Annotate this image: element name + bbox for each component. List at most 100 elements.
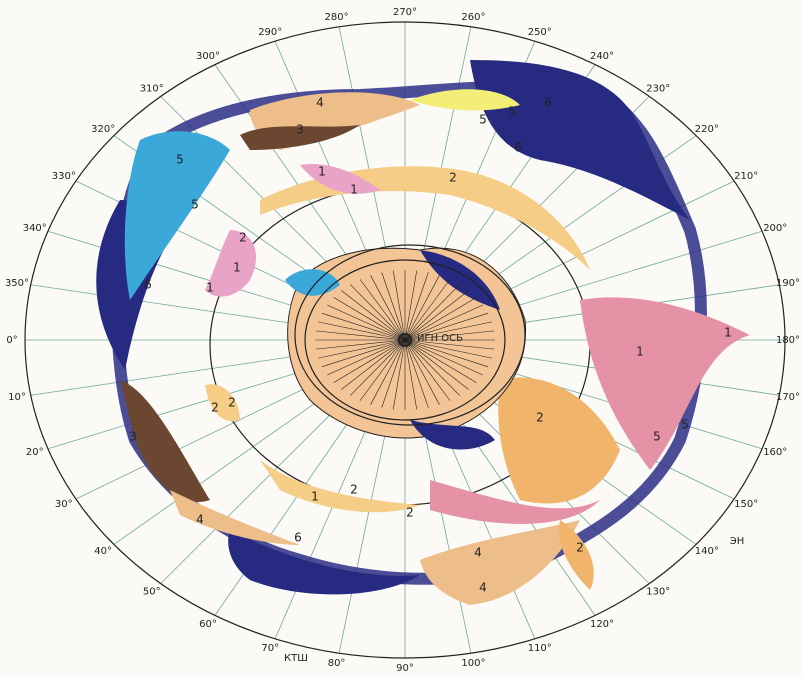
region-1-bottom (430, 480, 600, 524)
region-1-inner-left (205, 230, 257, 297)
center-spoke (318, 321, 406, 341)
center-label: ИГН ОСЬ (417, 333, 463, 344)
region-label: 4 (316, 96, 324, 110)
region-label: 5 (681, 418, 689, 432)
angle-label: 250° (528, 27, 552, 38)
region-label: 2 (239, 231, 247, 245)
angle-label: 0° (6, 335, 17, 346)
region-label: 1 (724, 326, 732, 340)
angle-label: 280° (325, 12, 349, 23)
angle-label: 160° (763, 447, 787, 458)
angle-label: 340° (23, 223, 47, 234)
center-spoke (404, 339, 461, 396)
center-spoke (404, 312, 489, 341)
center-spoke (315, 339, 406, 350)
region-label: 1 (206, 281, 214, 295)
region-label: 6 (544, 96, 552, 110)
center-spoke (333, 339, 406, 383)
region-3-left (120, 380, 210, 502)
region-2-bottom-right (559, 520, 594, 590)
angle-label: 310° (140, 84, 164, 95)
region-5-top-yellow (410, 89, 520, 111)
angle-label: 180° (776, 335, 800, 346)
angle-label: 100° (461, 658, 485, 669)
region-label: 4 (196, 513, 204, 527)
center-spoke (321, 312, 406, 341)
center-spoke (349, 284, 406, 341)
center-blue (285, 269, 340, 296)
center-spoke (381, 339, 406, 408)
angle-label: 210° (734, 171, 758, 182)
center-spoke (404, 270, 418, 341)
region-label: 1 (318, 165, 326, 179)
angle-label: 300° (196, 51, 220, 62)
region-label: 3 (129, 430, 137, 444)
center-spoke (359, 339, 406, 401)
center-spoke (404, 284, 461, 341)
angle-labels: 0°10°20°30°40°50°60°70°80° 90° 100°110°120… (5, 7, 800, 674)
region-1-inner-top (300, 164, 380, 194)
region-1-right (580, 297, 750, 470)
inner-ring (304, 259, 506, 421)
region-label: 2 (576, 541, 584, 555)
center-spoke (404, 339, 440, 405)
region-label: 2 (406, 506, 414, 520)
center-spoke (404, 321, 492, 341)
region-6-top (470, 60, 690, 220)
angle-label: 350° (5, 278, 29, 289)
region-2-right (498, 377, 620, 504)
center-spoke (392, 339, 406, 410)
center-spoke (404, 272, 429, 341)
center-spoke (404, 339, 492, 359)
center-spoke (318, 339, 406, 359)
region-label: 1 (636, 345, 644, 359)
center-spoke (404, 339, 418, 410)
center-spoke (404, 339, 484, 376)
center-spoke (404, 330, 495, 341)
region-4-left (170, 490, 300, 545)
region-2-inner-bottom (260, 460, 420, 513)
center-spoke (341, 290, 406, 341)
angle-label: 260° (461, 12, 485, 23)
angle-label: 170° (776, 392, 800, 403)
region-label: 3 (296, 123, 304, 137)
center-spoke (326, 339, 406, 376)
center-spoke (404, 279, 451, 341)
angle-label: 140° (695, 546, 719, 557)
region-label: 1 (311, 490, 319, 504)
center-spoke (404, 304, 484, 341)
center-spoke (321, 339, 406, 368)
region-label: 1 (233, 261, 241, 275)
angle-label: 190° (776, 278, 800, 289)
angle-label: 240° (590, 51, 614, 62)
center-spoke (392, 270, 406, 341)
region-label: 5 (508, 105, 516, 119)
region-label: 4 (479, 581, 487, 595)
angle-label: 270° (393, 7, 417, 18)
region-label: 2 (350, 483, 358, 497)
region-label: 2 (228, 396, 236, 410)
center-spoke (404, 297, 477, 341)
center-spoke (381, 272, 406, 341)
region-label: 4 (474, 546, 482, 560)
region-label: 5 (653, 430, 661, 444)
region-5-left (124, 131, 230, 300)
center-spoke (315, 330, 406, 341)
region-4-bottom (420, 520, 580, 605)
center-spoke (404, 339, 477, 383)
center-spokes (315, 270, 495, 410)
center-point (398, 333, 412, 347)
region-label: 2 (211, 401, 219, 415)
region-3-top (240, 125, 360, 150)
center-spoke (349, 339, 406, 396)
angle-label: 20° (26, 447, 44, 458)
region-label: 6 (294, 531, 302, 545)
center-spoke (404, 339, 469, 390)
region-label: 6 (144, 278, 152, 292)
angle-label: 130° (646, 586, 670, 597)
center-spoke (333, 297, 406, 341)
region-label: 5 (191, 198, 199, 212)
angle-label: 330° (52, 171, 76, 182)
angle-label: 10° (8, 392, 26, 403)
